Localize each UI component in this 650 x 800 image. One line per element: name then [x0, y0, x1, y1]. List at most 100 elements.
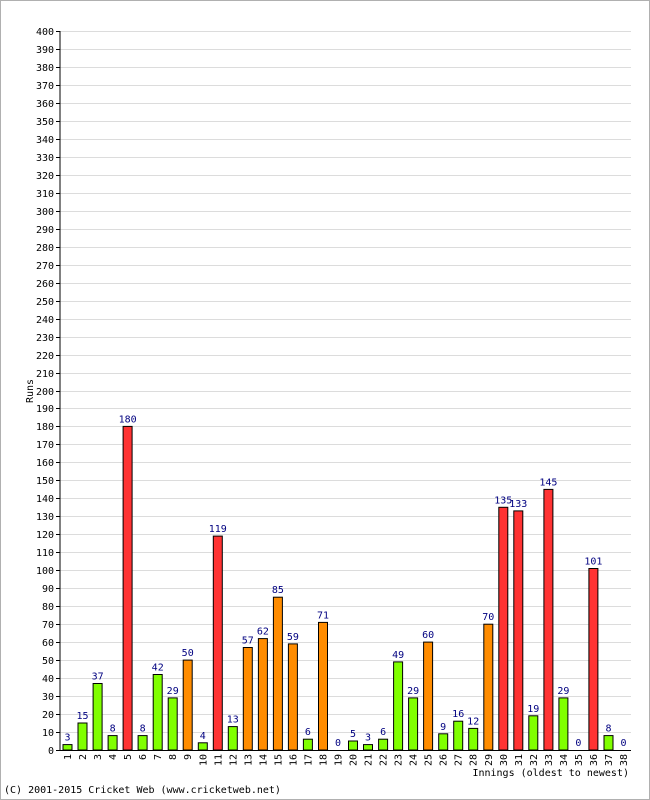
bar: [528, 715, 539, 751]
bar: [242, 647, 253, 751]
x-tick-label: 28: [469, 754, 480, 766]
data-label: 8: [140, 724, 146, 735]
x-tick-label: 36: [589, 754, 600, 766]
x-tick-label: 27: [454, 754, 465, 766]
y-tick-label: 250: [36, 297, 54, 308]
bar: [197, 742, 208, 751]
data-label: 0: [575, 738, 581, 749]
y-tick-label: 20: [42, 710, 54, 721]
x-tick-label: 16: [288, 754, 299, 766]
data-label: 5: [350, 729, 356, 740]
x-tick-label: 38: [619, 754, 630, 766]
y-tick-label: 310: [36, 189, 54, 200]
y-tick-label: 390: [36, 45, 54, 56]
y-tick-label: 370: [36, 81, 54, 92]
y-tick-label: 220: [36, 351, 54, 362]
x-axis-label: Innings (oldest to newest): [472, 768, 629, 779]
y-tick-label: 270: [36, 261, 54, 272]
x-tick-label: 32: [529, 754, 540, 766]
y-tick-label: 110: [36, 548, 54, 559]
bar: [182, 659, 193, 751]
data-label: 60: [422, 630, 434, 641]
x-tick-label: 33: [544, 754, 555, 766]
x-tick-label: 26: [439, 754, 450, 766]
bar: [378, 738, 389, 751]
bar: [363, 744, 373, 751]
bar: [543, 488, 554, 751]
y-tick-label: 30: [42, 692, 54, 703]
bar: [603, 735, 614, 751]
data-label: 135: [494, 495, 512, 506]
y-tick-label: 350: [36, 117, 54, 128]
data-label: 145: [539, 477, 557, 488]
x-tick-label: 30: [499, 754, 510, 766]
y-tick-label: 120: [36, 530, 54, 541]
x-tick-label: 25: [424, 754, 435, 766]
data-label: 6: [305, 727, 311, 738]
y-tick-label: 380: [36, 63, 54, 74]
x-tick-label: 13: [243, 754, 254, 766]
x-tick-label: 7: [153, 754, 164, 760]
x-tick-labels: 1 2 3 4 5 6 7 8 9 10 11 12 13 14 15 16 17 18 19 20 21 22 23 24 2…: [63, 754, 630, 766]
x-tick-label: 9: [183, 754, 194, 760]
x-tick-label: 2: [78, 754, 89, 760]
y-tick-label: 0: [48, 746, 54, 757]
x-tick-label: 21: [364, 754, 375, 766]
y-tick-label: 180: [36, 422, 54, 433]
x-tick-label: 11: [213, 754, 224, 766]
y-tick-label: 130: [36, 512, 54, 523]
bar: [152, 674, 163, 751]
x-tick-label: 22: [379, 754, 390, 766]
bar: [438, 733, 449, 751]
data-label: 3: [64, 733, 70, 744]
y-tick-label: 150: [36, 476, 54, 487]
bar: [453, 720, 464, 751]
bar: [408, 697, 419, 751]
x-tick-label: 5: [123, 754, 134, 760]
data-label: 29: [407, 686, 419, 697]
copyright-notice: (C) 2001-2015 Cricket Web (www.cricketwe…: [4, 785, 281, 796]
y-tick-label: 90: [42, 584, 54, 595]
y-tick-label: 160: [36, 458, 54, 469]
bar: [257, 638, 268, 751]
y-tick-label: 190: [36, 404, 54, 415]
data-label: 9: [440, 722, 446, 733]
x-tick-label: 34: [559, 754, 570, 766]
x-tick-label: 24: [409, 754, 420, 766]
y-tick-label: 70: [42, 620, 54, 631]
bar: [167, 697, 178, 751]
y-tick-label: 10: [42, 728, 54, 739]
data-label: 0: [335, 738, 341, 749]
y-tick-label: 320: [36, 171, 54, 182]
data-label: 85: [272, 585, 284, 596]
data-label: 101: [584, 557, 602, 568]
bar: [107, 735, 118, 751]
bar: [423, 641, 434, 751]
data-label: 49: [392, 650, 404, 661]
x-tick-label: 17: [303, 754, 314, 766]
y-tick-label: 340: [36, 135, 54, 146]
bar: [137, 735, 148, 751]
bar: [212, 535, 223, 751]
x-tick-label: 1: [63, 754, 74, 760]
y-tick-label: 200: [36, 387, 54, 398]
data-label: 4: [200, 731, 206, 742]
x-tick-label: 29: [484, 754, 495, 766]
bar: [302, 738, 313, 751]
bar: [62, 744, 73, 751]
y-tick-label: 290: [36, 225, 54, 236]
data-label: 119: [209, 524, 227, 535]
data-label: 29: [167, 686, 179, 697]
bar: [513, 510, 524, 751]
bar: [92, 683, 103, 751]
y-tick-label: 100: [36, 566, 54, 577]
y-tick-label: 170: [36, 440, 54, 451]
data-label: 8: [110, 724, 116, 735]
x-tick-label: 10: [198, 754, 209, 766]
bar: [272, 596, 283, 751]
x-tick-label: 8: [168, 754, 179, 760]
y-tick-label: 50: [42, 656, 54, 667]
y-tick-label: 40: [42, 674, 54, 685]
bar: [558, 697, 569, 751]
